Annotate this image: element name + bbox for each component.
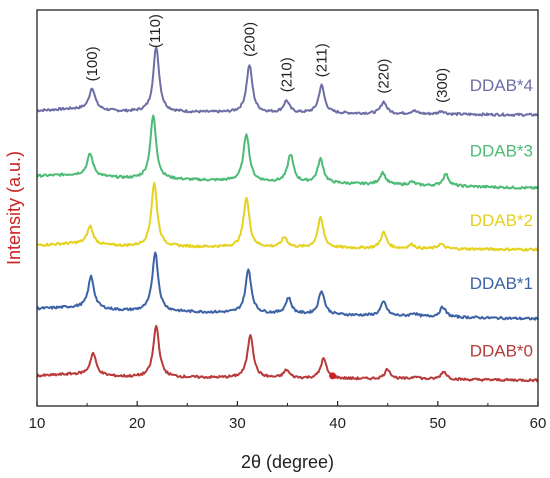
x-axis-title: 2θ (degree) [241, 452, 334, 472]
x-tick-label: 30 [229, 415, 246, 432]
peak-label: (110) [147, 14, 164, 48]
peak-label: (220) [376, 59, 393, 94]
peak-label: (211) [314, 43, 331, 77]
series-line-ddab-1 [36, 251, 539, 321]
peak-label: (100) [84, 46, 101, 81]
peak-label: (200) [241, 22, 258, 57]
series-line-ddab-4 [36, 46, 539, 117]
x-tick-label: 40 [329, 415, 346, 432]
series-label: DDAB*3 [470, 142, 533, 161]
x-tick-label: 50 [429, 415, 446, 432]
series-label: DDAB*1 [470, 274, 533, 293]
series-label: DDAB*0 [470, 342, 533, 361]
x-tick-label: 60 [530, 415, 547, 432]
series-label: DDAB*2 [470, 211, 533, 230]
series-line-ddab-3 [36, 114, 539, 190]
x-tick-label: 10 [29, 415, 46, 432]
point-marker [329, 372, 337, 380]
series-label: DDAB*4 [470, 76, 533, 95]
series-labels-layer: DDAB*4 DDAB*3 DDAB*2 DDAB*1 DDAB*0 [470, 76, 533, 360]
series-line-ddab-2 [36, 181, 539, 252]
peak-labels-layer: (100) (110) (200) (210) (211) (220) (300) [84, 14, 451, 103]
x-tick-label: 20 [129, 415, 146, 432]
y-axis-title: Intensity (a.u.) [4, 151, 24, 265]
peak-label: (300) [434, 68, 451, 103]
peak-label: (210) [279, 57, 296, 92]
series-line-ddab-0 [36, 324, 539, 383]
curves-layer [36, 46, 539, 383]
x-ticks-layer: 10 20 30 40 50 60 [29, 401, 547, 432]
